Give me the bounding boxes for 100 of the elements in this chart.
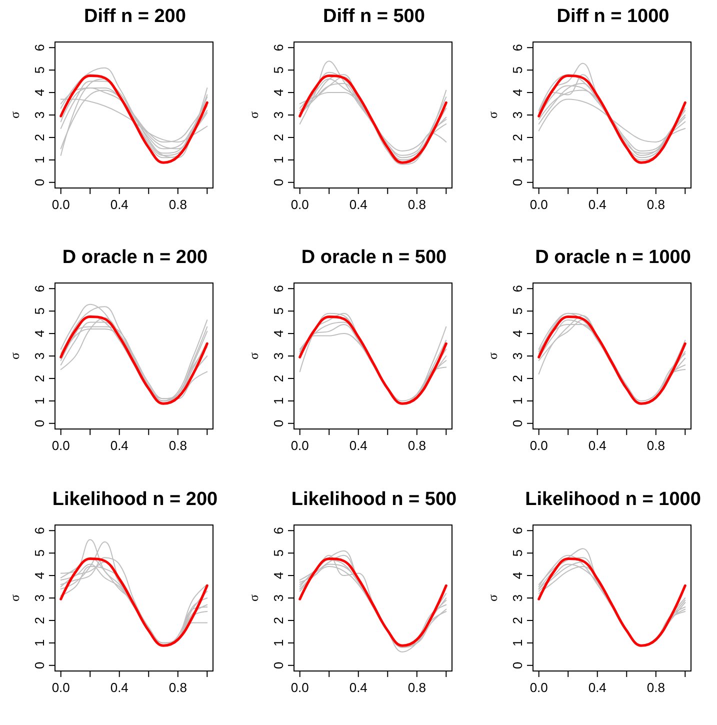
- chart-title: Diff n = 500: [323, 6, 425, 27]
- y-axis-title: σ: [485, 111, 500, 119]
- y-tick-label: 0: [271, 662, 286, 669]
- y-tick-label: 2: [510, 134, 525, 142]
- y-tick-label: 3: [32, 352, 47, 360]
- x-tick-label: 0.8: [408, 680, 426, 695]
- y-tick-label: 1: [32, 397, 47, 405]
- y-tick-label: 0: [510, 662, 525, 669]
- x-tick-label: 0.0: [530, 438, 548, 453]
- y-tick-label: 5: [32, 307, 47, 315]
- y-tick-label: 0: [32, 420, 47, 427]
- y-tick-label: 1: [510, 156, 525, 164]
- x-tick-label: 0.4: [349, 438, 368, 453]
- chart-title: Likelihood n = 200: [52, 489, 218, 510]
- x-tick-label: 0.8: [646, 680, 665, 695]
- y-tick-label: 4: [32, 572, 47, 580]
- x-tick-label: 0.8: [168, 197, 187, 212]
- y-axis-title: σ: [7, 594, 22, 602]
- y-tick-label: 3: [32, 594, 47, 602]
- y-tick-label: 2: [271, 134, 286, 142]
- y-tick-label: 5: [510, 549, 525, 557]
- y-tick-label: 1: [32, 639, 47, 647]
- x-tick-label: 0.4: [349, 197, 368, 212]
- chart-title: D oracle n = 500: [301, 247, 447, 268]
- y-tick-label: 3: [271, 111, 286, 119]
- x-tick-label: 0.8: [646, 197, 665, 212]
- y-tick-label: 5: [510, 307, 525, 315]
- x-tick-label: 0.8: [168, 680, 187, 695]
- y-tick-label: 5: [271, 307, 286, 315]
- y-tick-label: 5: [510, 66, 525, 74]
- y-tick-label: 2: [271, 616, 286, 624]
- x-tick-label: 0.0: [290, 438, 309, 453]
- y-tick-label: 3: [510, 594, 525, 602]
- y-tick-label: 0: [32, 662, 47, 669]
- y-tick-label: 6: [32, 44, 47, 52]
- y-tick-label: 1: [271, 639, 286, 647]
- chart-title: Diff n = 1000: [556, 6, 670, 27]
- y-tick-label: 3: [510, 352, 525, 360]
- y-tick-label: 0: [510, 420, 525, 427]
- y-tick-label: 3: [32, 111, 47, 119]
- y-tick-label: 0: [271, 420, 286, 427]
- y-tick-label: 6: [510, 527, 525, 534]
- y-axis-title: σ: [485, 594, 500, 602]
- y-tick-label: 4: [510, 88, 525, 96]
- y-tick-label: 5: [271, 549, 286, 557]
- y-tick-label: 3: [271, 594, 286, 602]
- x-tick-label: 0.4: [588, 680, 606, 695]
- chart-title: Likelihood n = 500: [291, 489, 457, 510]
- chart-title: Diff n = 200: [84, 6, 186, 27]
- y-tick-label: 6: [271, 44, 286, 52]
- x-tick-label: 0.0: [52, 438, 70, 453]
- y-axis-title: σ: [7, 352, 22, 360]
- y-tick-label: 2: [32, 134, 47, 142]
- y-tick-label: 6: [271, 527, 286, 534]
- y-tick-label: 4: [271, 572, 286, 580]
- y-tick-label: 6: [510, 44, 525, 52]
- y-tick-label: 4: [271, 330, 286, 338]
- y-tick-label: 1: [510, 639, 525, 647]
- y-tick-label: 2: [271, 374, 286, 382]
- y-tick-label: 0: [271, 178, 286, 186]
- y-axis-title: σ: [246, 352, 261, 360]
- chart-title: Likelihood n = 1000: [525, 489, 701, 510]
- chart-title: D oracle n = 200: [62, 247, 208, 268]
- y-tick-label: 2: [510, 374, 525, 382]
- x-tick-label: 0.0: [530, 197, 548, 212]
- y-tick-label: 3: [271, 352, 286, 360]
- x-tick-label: 0.0: [52, 680, 70, 695]
- y-tick-label: 1: [510, 397, 525, 405]
- x-tick-label: 0.4: [588, 438, 606, 453]
- y-tick-label: 4: [271, 88, 286, 96]
- y-tick-label: 3: [510, 111, 525, 119]
- y-tick-label: 1: [32, 156, 47, 164]
- y-tick-label: 2: [32, 616, 47, 624]
- x-tick-label: 0.0: [52, 197, 70, 212]
- y-tick-label: 0: [32, 178, 47, 186]
- y-axis-title: σ: [246, 594, 261, 602]
- y-tick-label: 5: [271, 66, 286, 74]
- y-tick-label: 4: [510, 330, 525, 338]
- y-tick-label: 2: [510, 616, 525, 624]
- y-tick-label: 6: [271, 285, 286, 292]
- x-tick-label: 0.8: [168, 438, 187, 453]
- x-tick-label: 0.4: [110, 438, 128, 453]
- y-tick-label: 4: [510, 572, 525, 580]
- x-tick-label: 0.0: [530, 680, 548, 695]
- y-tick-label: 6: [510, 285, 525, 292]
- x-tick-label: 0.0: [290, 680, 309, 695]
- x-tick-label: 0.0: [290, 197, 309, 212]
- y-tick-label: 0: [510, 178, 525, 186]
- y-tick-label: 6: [32, 285, 47, 292]
- x-tick-label: 0.4: [349, 680, 368, 695]
- y-tick-label: 5: [32, 549, 47, 557]
- y-tick-label: 2: [32, 374, 47, 382]
- y-axis-title: σ: [485, 352, 500, 360]
- y-tick-label: 1: [271, 156, 286, 164]
- x-tick-label: 0.4: [588, 197, 606, 212]
- x-tick-label: 0.4: [110, 680, 128, 695]
- y-axis-title: σ: [7, 111, 22, 119]
- y-tick-label: 6: [32, 527, 47, 534]
- x-tick-label: 0.8: [646, 438, 665, 453]
- y-axis-title: σ: [246, 111, 261, 119]
